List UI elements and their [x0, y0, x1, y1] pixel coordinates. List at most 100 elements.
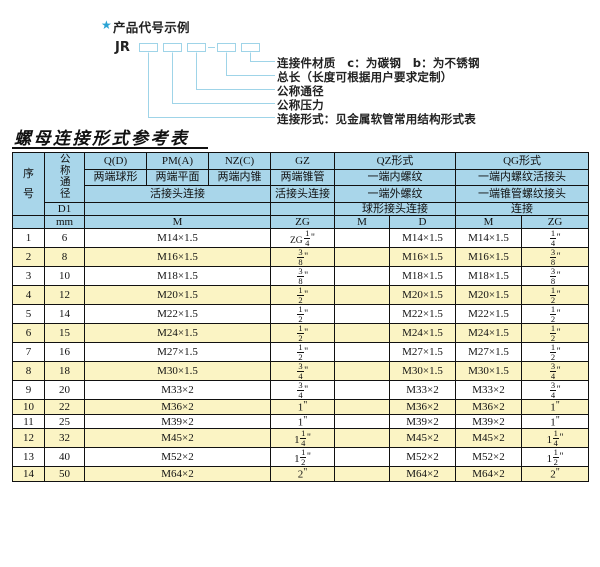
- cell-bore: 40: [44, 447, 85, 468]
- header-index: 序 号: [12, 151, 45, 217]
- cell-thread-m: M36×2: [84, 399, 271, 415]
- diagram-label-nominal-bore: 公称通径: [277, 84, 324, 98]
- header-desc-pma: 两端平面: [146, 168, 209, 187]
- cell-qz-d: M33×2: [388, 380, 457, 401]
- table-row: 9 20 M33×2 3 4 " M33×2 M33×2 3 4 ": [12, 380, 590, 401]
- cell-bore: 10: [44, 266, 85, 287]
- header-unit-qz-m: M: [334, 215, 390, 230]
- cell-gz-zg: 3 8 ": [270, 247, 335, 268]
- page-title: 螺母连接形式参考表: [14, 129, 190, 149]
- header-desc3-qg: 连接: [455, 202, 590, 217]
- cell-thread-m: M16×1.5: [84, 247, 271, 268]
- cell-bore: 50: [44, 466, 85, 483]
- cell-qz-d: M39×2: [388, 413, 457, 430]
- diagram-label-material: 连接件材质 c：为碳钢 b：为不锈钢: [277, 56, 480, 70]
- cell-qz-d: M64×2: [388, 466, 457, 483]
- table-row: 10 22 M36×2 1" M36×2 M36×2 1": [12, 399, 590, 415]
- diagram-title: 产品代号示例: [113, 20, 190, 35]
- cell-qg-m: M45×2: [455, 428, 523, 449]
- cell-bore: 18: [44, 361, 85, 382]
- cell-index: 11: [12, 413, 45, 430]
- header-desc-qd: 两端球形: [84, 168, 147, 187]
- header-row-codes: 序 号 公称通径 Q(D) PM(A) NZ(C) GZ QZ形式 QG形式: [12, 151, 590, 217]
- table-row: 2 8 M16×1.5 3 8 " M16×1.5 M16×1.5 3 8 ": [12, 247, 590, 268]
- cell-index: 2: [12, 247, 45, 268]
- cell-qz-d: M36×2: [388, 399, 457, 415]
- diagram-label-conn-type: 连接形式：见金属软管常用结构形式表: [277, 112, 476, 126]
- header-unit-qz-d: D: [388, 215, 457, 230]
- header-bore-sub: D1: [44, 202, 85, 217]
- header-row-desc1: 两端球形 两端平面 两端内锥 两端锥管 一端内螺纹 一端内螺纹活接头: [13, 168, 590, 187]
- header-row-units: mm M ZG M D M ZG: [12, 215, 590, 230]
- header-desc-qz: 一端内螺纹: [333, 168, 457, 187]
- cell-qg-m: M22×1.5: [455, 304, 523, 325]
- cell-qz-m: [334, 413, 390, 430]
- header-unit-mm: mm: [44, 215, 85, 230]
- cell-qz-m: [334, 323, 390, 344]
- cell-qg-m: M27×1.5: [455, 342, 523, 363]
- header-span-union: 活接头连接: [84, 185, 271, 204]
- cell-qg-zg: 1 2 ": [521, 323, 590, 344]
- cell-qz-m: [334, 399, 390, 415]
- cell-qg-m: M33×2: [455, 380, 523, 401]
- cell-gz-zg: 2": [270, 466, 335, 483]
- cell-qg-zg: 1 1 4 ": [521, 428, 590, 449]
- cell-qg-m: M14×1.5: [455, 228, 523, 249]
- cell-qz-m: [334, 428, 390, 449]
- header-row-desc3: D1 球形接头连接 连接: [13, 202, 590, 217]
- cell-qg-m: M39×2: [455, 413, 523, 430]
- table-row: 11 25 M39×2 1" M39×2 M39×2 1": [12, 413, 590, 430]
- cell-qg-zg: 1 1 2 ": [521, 447, 590, 468]
- cell-qz-d: M14×1.5: [388, 228, 457, 249]
- header-desc-nzc: 两端内锥: [208, 168, 271, 187]
- cell-thread-m: M14×1.5: [84, 228, 271, 249]
- cell-qg-zg: 1 2 ": [521, 342, 590, 363]
- code-prefix-label: JR: [115, 40, 130, 55]
- cell-qz-m: [334, 247, 390, 268]
- header-group-pma: PM(A): [146, 152, 209, 170]
- header-unit-qg-zg: ZG: [521, 215, 590, 230]
- header-desc2-gz: 活接头连接: [270, 185, 335, 204]
- cell-qz-m: [334, 342, 390, 363]
- cell-thread-m: M24×1.5: [84, 323, 271, 344]
- cell-index: 7: [12, 342, 45, 363]
- cell-index: 4: [12, 285, 45, 306]
- cell-bore: 20: [44, 380, 85, 401]
- cell-index: 8: [12, 361, 45, 382]
- header-unit-blank: [12, 215, 45, 230]
- cell-gz-zg: ZG 1 4 ": [270, 228, 335, 249]
- cell-thread-m: M30×1.5: [84, 361, 271, 382]
- cell-qg-m: M36×2: [455, 399, 523, 415]
- nut-connection-table: 序 号 公称通径 Q(D) PM(A) NZ(C) GZ QZ形式 QG形式 两…: [12, 151, 590, 483]
- cell-qg-zg: 3 8 ": [521, 247, 590, 268]
- cell-gz-zg: 1 1 4 ": [270, 428, 335, 449]
- code-dash: [208, 47, 215, 49]
- cell-qz-d: M18×1.5: [388, 266, 457, 287]
- cell-index: 1: [12, 228, 45, 249]
- header-desc-gz: 两端锥管: [270, 168, 335, 187]
- leader-lines: [147, 52, 275, 119]
- header-group-nzc: NZ(C): [208, 152, 271, 170]
- cell-gz-zg: 3 4 ": [270, 380, 335, 401]
- table-row: 13 40 M52×2 1 1 2 " M52×2 M52×2 1 1 2 ": [12, 447, 590, 468]
- cell-qg-zg: 1": [521, 399, 590, 415]
- cell-gz-zg: 1 2 ": [270, 285, 335, 306]
- table-row: 14 50 M64×2 2" M64×2 M64×2 2": [12, 466, 590, 483]
- cell-qg-m: M64×2: [455, 466, 523, 483]
- header-desc-qg: 一端内螺纹活接头: [455, 168, 590, 187]
- cell-qz-d: M24×1.5: [388, 323, 457, 344]
- header-desc3-qz: 球形接头连接: [333, 202, 457, 217]
- cell-qz-m: [334, 228, 390, 249]
- cell-qz-d: M45×2: [388, 428, 457, 449]
- cell-index: 13: [12, 447, 45, 468]
- header-bore-vertical: 公称通径: [44, 151, 85, 204]
- header-desc2-qz: 一端外螺纹: [333, 185, 457, 204]
- table-body: 1 6 M14×1.5 ZG 1 4 " M14×1.5 M14×1.5 1 4 " 2 8 M16×1.5…: [12, 228, 590, 483]
- cell-thread-m: M64×2: [84, 466, 271, 483]
- cell-qz-m: [334, 285, 390, 306]
- header-unit-zg-gz: ZG: [270, 215, 335, 230]
- header-index-line2: 号: [23, 187, 34, 201]
- cell-qz-d: M22×1.5: [388, 304, 457, 325]
- table-row: 3 10 M18×1.5 3 8 " M18×1.5 M18×1.5 3 8 ": [12, 266, 590, 287]
- cell-bore: 32: [44, 428, 85, 449]
